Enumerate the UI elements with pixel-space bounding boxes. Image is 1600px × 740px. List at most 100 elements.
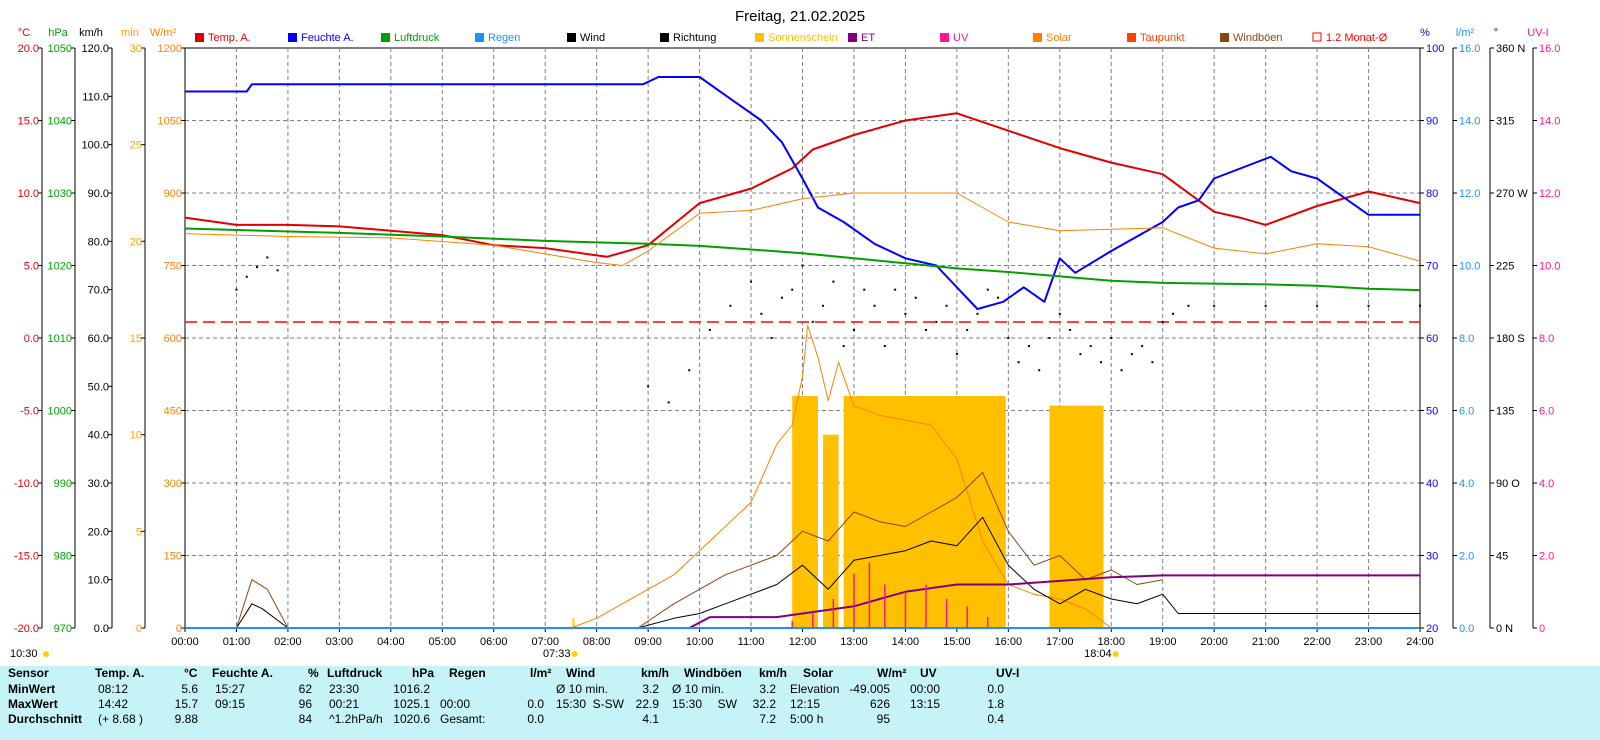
temp-axis-tick-label: -5.0	[20, 406, 39, 418]
solar-axis-tick-label: 150	[164, 551, 182, 563]
uv-axis-tick-label: 0	[1539, 623, 1545, 635]
legend-label: Solar	[1046, 32, 1072, 44]
humidity-axis-tick-label: 60	[1426, 333, 1438, 345]
direction-point	[1120, 369, 1123, 372]
rain-axis-tick-label: 12.0	[1459, 188, 1480, 200]
legend-label: Richtung	[673, 32, 716, 44]
direction-point	[245, 275, 248, 278]
solar-unit-label: W/m²	[150, 27, 177, 39]
uv-axis-tick-label: 12.0	[1539, 188, 1560, 200]
solar-axis-tick-label: 0	[176, 623, 182, 635]
direction-point	[873, 304, 876, 307]
sunshine-block	[823, 434, 839, 628]
stats-cell-wind-t: 15:30	[556, 697, 587, 711]
legend-label: Taupunkt	[1140, 32, 1185, 44]
stats-header-rain-unit: l/m²	[530, 666, 552, 680]
stats-cell-solar-v: -49.005	[849, 682, 890, 696]
stats-header-rain: Regen	[449, 666, 486, 680]
legend-label: 1.2 Monat-Ø	[1326, 32, 1388, 44]
wind-axis-tick-label: 100.0	[81, 140, 109, 152]
direction-point	[688, 369, 691, 372]
stats-cell-temp-t: 08:12	[98, 682, 129, 696]
direction-axis-tick-label: 45	[1496, 551, 1508, 563]
stats-cell-solar-t: Elevation	[790, 682, 840, 696]
time-tick-label: 24:00	[1406, 636, 1434, 648]
legend-label: Feuchte A.	[301, 32, 354, 44]
temp-axis-tick-label: 0.0	[24, 333, 39, 345]
rain-unit-label: l/m²	[1456, 27, 1475, 39]
stats-cell-rain-v: 0.0	[527, 712, 544, 726]
temp-axis-tick-label: -15.0	[14, 551, 39, 563]
stats-cell-temp-t: (+ 8.68 )	[98, 712, 144, 726]
direction-point	[894, 288, 897, 291]
direction-point	[780, 296, 783, 299]
direction-axis-tick-label: 315	[1496, 116, 1514, 128]
stats-cell-label: MinWert	[8, 682, 56, 696]
stats-header-press-unit: hPa	[412, 666, 435, 680]
sunshine-axis-tick-label: 15	[130, 333, 142, 345]
uv-axis-tick-label: 10.0	[1539, 261, 1560, 273]
time-tick-label: 15:00	[943, 636, 971, 648]
sunshine-block	[1049, 405, 1104, 628]
humidity-axis-tick-label: 70	[1426, 261, 1438, 273]
direction-point	[667, 401, 670, 404]
time-tick-label: 01:00	[223, 636, 251, 648]
direction-point	[1316, 304, 1319, 307]
direction-axis-tick-label: 180 S	[1496, 333, 1525, 345]
sunrise-marker-label: 07:33	[543, 648, 571, 660]
stats-cell-solar-t: 5:00 h	[790, 712, 824, 726]
time-tick-label: 22:00	[1303, 636, 1331, 648]
humidity-unit-label: %	[1420, 27, 1430, 39]
time-tick-label: 21:00	[1252, 636, 1280, 648]
stats-cell-uv-v: 0.0	[987, 682, 1004, 696]
direction-point	[1058, 312, 1061, 315]
time-tick-label: 17:00	[1046, 636, 1074, 648]
stats-table: Sensor Temp. A. °C Feuchte A. % Luftdruc…	[0, 666, 1600, 740]
sunset-marker-icon	[1112, 651, 1119, 657]
stats-cell-press-v: 1016.2	[393, 682, 430, 696]
stats-row: MaxWert 14:42 15.7 09:15 96 00:21 1025.1 00:00 0…	[0, 697, 1600, 712]
wind-axis-tick-label: 0.0	[94, 623, 109, 635]
legend-label: ET	[861, 32, 875, 44]
direction-point	[1017, 361, 1020, 364]
stats-cell-wind-d: S-SW	[592, 697, 624, 711]
time-tick-label: 23:00	[1355, 636, 1383, 648]
sunshine-axis-tick-label: 5	[136, 526, 142, 538]
direction-point	[1367, 304, 1370, 307]
direction-point	[1187, 304, 1190, 307]
legend-label: UV	[953, 32, 969, 44]
solar-axis-tick-label: 1050	[158, 116, 182, 128]
temp-unit-label: °C	[18, 27, 30, 39]
pressure-axis-tick-label: 1040	[48, 116, 72, 128]
time-tick-label: 08:00	[583, 636, 611, 648]
stats-cell-wind-t: Ø 10 min.	[556, 682, 609, 696]
sunshine-unit-label: min	[121, 27, 139, 39]
wind-axis-tick-label: 120.0	[81, 43, 109, 55]
temp-axis-tick-label: -20.0	[14, 623, 39, 635]
direction-point	[1048, 337, 1051, 339]
stats-header-gust-unit: km/h	[759, 666, 788, 680]
stats-header-wind: Wind	[566, 666, 596, 680]
stats-header-wind-unit: km/h	[641, 666, 670, 680]
pressure-axis-tick-label: 1050	[48, 43, 72, 55]
legend: Temp. A. Feuchte A. Luftdruck Regen Wind Rich…	[195, 32, 1388, 44]
stats-cell-gust-v: 7.2	[759, 712, 776, 726]
solar-axis-tick-label: 900	[164, 188, 182, 200]
pressure-axis-tick-label: 970	[54, 623, 72, 635]
stats-row: Durchschnitt (+ 8.68 ) 9.88 84 ^1.2hPa/h 1020…	[0, 712, 1600, 727]
stats-cell-temp-v: 9.88	[174, 712, 198, 726]
stats-header-sensor: Sensor	[8, 666, 49, 680]
pressure-axis-tick-label: 1010	[48, 333, 72, 345]
legend-label: Regen	[488, 32, 520, 44]
direction-point	[955, 353, 958, 356]
direction-unit-label: °	[1494, 27, 1498, 39]
direction-point	[1038, 369, 1041, 372]
wind-axis-tick-label: 80.0	[88, 236, 109, 248]
time-tick-label: 11:00	[738, 636, 765, 648]
direction-point	[842, 345, 845, 348]
stats-cell-hum-t: 15:27	[215, 682, 246, 696]
series-temp-a-line	[184, 112, 1421, 258]
series-taupunkt-line	[184, 192, 1421, 266]
stats-cell-label: MaxWert	[8, 697, 58, 711]
direction-point	[1151, 361, 1154, 364]
